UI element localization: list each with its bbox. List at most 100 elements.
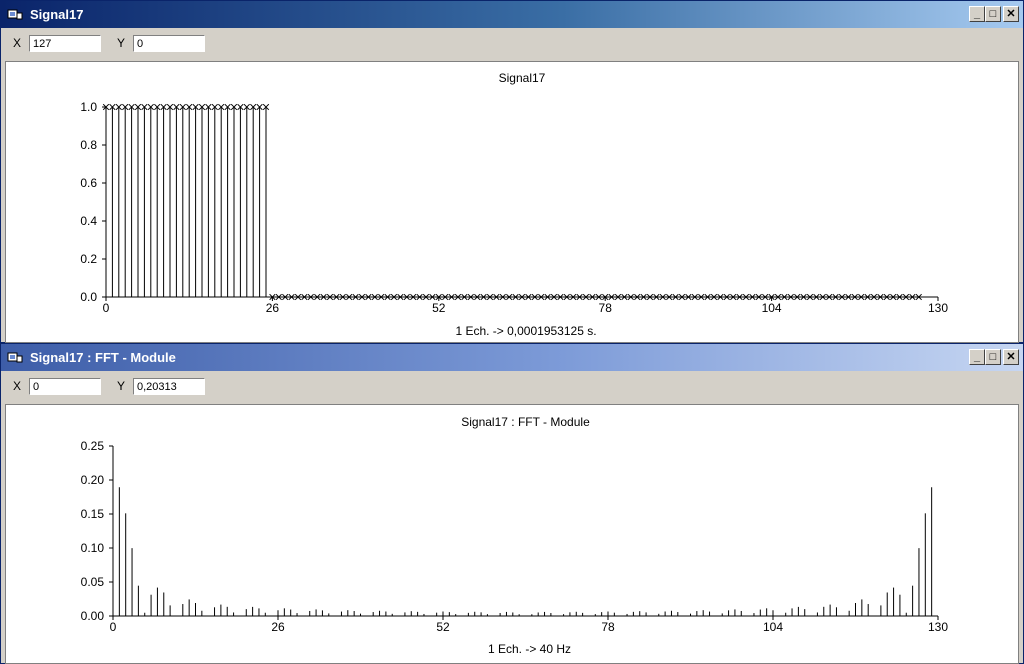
app-icon — [7, 352, 23, 363]
data-point-marker — [282, 293, 289, 301]
x-tick-label: 26 — [266, 301, 280, 315]
data-point-marker — [595, 293, 602, 301]
data-point-marker — [480, 293, 487, 301]
data-point-marker — [781, 293, 788, 301]
y-value-field[interactable] — [133, 378, 205, 395]
data-point-marker — [550, 293, 558, 301]
data-point-marker — [448, 293, 455, 301]
x-tick-label: 52 — [432, 301, 446, 315]
data-point-marker — [563, 293, 570, 301]
data-point-marker — [531, 293, 538, 301]
data-point-marker — [454, 293, 462, 301]
x-tick-label: 0 — [103, 301, 110, 315]
data-point-marker — [768, 293, 775, 301]
y-value-field[interactable] — [133, 35, 205, 52]
data-point-marker — [525, 293, 532, 301]
y-tick-label: 0.4 — [80, 214, 97, 228]
data-point-marker — [435, 293, 442, 301]
data-point-marker — [141, 103, 148, 111]
data-point-marker — [506, 293, 513, 301]
x-tick-label: 130 — [928, 301, 948, 315]
y-tick-label: 0.8 — [80, 138, 97, 152]
window-title: Signal17 — [30, 7, 84, 22]
data-point-marker — [224, 103, 231, 111]
data-point-marker — [710, 293, 718, 301]
close-button[interactable]: ✕ — [1003, 349, 1019, 365]
signal-window-titlebar[interactable]: Signal17 _ □ ✕ — [1, 1, 1023, 28]
x-tick-label: 130 — [928, 620, 948, 634]
data-point-marker — [909, 293, 916, 301]
data-point-marker — [864, 293, 871, 301]
minimize-button[interactable]: _ — [969, 6, 985, 22]
data-point-marker — [307, 293, 314, 301]
data-point-marker — [538, 293, 545, 301]
maximize-button[interactable]: □ — [985, 349, 1001, 365]
data-point-marker — [902, 293, 910, 301]
data-point-marker — [320, 293, 327, 301]
data-point-marker — [717, 293, 724, 301]
data-point-marker — [122, 103, 129, 111]
data-point-marker — [755, 293, 762, 301]
data-point-marker — [109, 103, 116, 111]
data-point-marker — [154, 103, 161, 111]
data-point-marker — [429, 293, 436, 301]
y-label: Y — [117, 379, 126, 393]
x-value-field[interactable] — [29, 35, 101, 52]
x-tick-label: 104 — [763, 620, 783, 634]
data-point-marker — [794, 293, 801, 301]
y-tick-label: 0.0 — [80, 290, 97, 304]
maximize-button[interactable]: □ — [985, 6, 1001, 22]
data-point-marker — [128, 103, 135, 111]
data-point-marker — [371, 293, 378, 301]
data-point-marker — [608, 293, 615, 301]
x-value-field[interactable] — [29, 378, 101, 395]
fft-window-titlebar[interactable]: Signal17 : FFT - Module _ □ ✕ — [1, 344, 1023, 371]
x-tick-label: 104 — [762, 301, 782, 315]
data-point-marker — [192, 103, 199, 111]
signal-plot-area[interactable]: Signal17 1.0 0.8 0.6 0.4 0.2 0.0 0 26 52 78 104 130 1… — [5, 61, 1019, 343]
data-point-marker — [870, 293, 878, 301]
data-point-marker — [896, 293, 903, 301]
y-label: Y — [117, 36, 126, 50]
data-point-marker — [205, 103, 212, 111]
close-button[interactable]: ✕ — [1003, 6, 1019, 22]
data-point-marker — [333, 293, 340, 301]
data-point-marker — [698, 293, 705, 301]
x-label: X — [13, 379, 22, 393]
signal-window: Signal17 _ □ ✕ X Y Signal17 1.0 0.8 0.6 0.4 0… — [0, 0, 1024, 343]
data-point-marker — [730, 293, 737, 301]
minimize-button[interactable]: _ — [969, 349, 985, 365]
fft-plot-area[interactable]: Signal17 : FFT - Module 0.25 0.20 0.15 0.10 0… — [5, 404, 1019, 664]
data-point-marker — [653, 293, 660, 301]
y-tick-label: 0.25 — [81, 439, 105, 453]
coordinate-bar: X Y — [1, 371, 1023, 403]
data-point-marker — [627, 293, 634, 301]
data-point-marker — [384, 293, 391, 301]
y-tick-label: 0.00 — [81, 609, 105, 623]
data-point-marker — [243, 103, 250, 111]
data-point-marker — [518, 293, 526, 301]
data-point-marker — [723, 293, 730, 301]
data-point-marker — [557, 293, 564, 301]
app-icon — [7, 9, 23, 20]
data-point-marker — [826, 293, 833, 301]
data-point-marker — [634, 293, 641, 301]
data-point-marker — [397, 293, 404, 301]
data-point-marker — [691, 293, 698, 301]
data-point-marker — [198, 103, 206, 111]
y-tick-label: 0.2 — [80, 252, 97, 266]
data-point-marker — [250, 103, 257, 111]
data-point-marker — [474, 293, 481, 301]
data-point-marker — [288, 293, 295, 301]
data-point-marker — [883, 293, 890, 301]
data-point-marker — [621, 293, 628, 301]
x-axis-label: 1 Ech. -> 40 Hz — [488, 642, 571, 656]
data-point-marker — [166, 103, 174, 111]
data-point-marker — [147, 103, 154, 111]
data-point-marker — [813, 293, 820, 301]
data-point-marker — [256, 103, 263, 111]
data-point-marker — [211, 103, 218, 111]
data-point-marker — [173, 103, 180, 111]
close-icon: ✕ — [1006, 351, 1016, 363]
data-point-marker — [262, 103, 270, 111]
